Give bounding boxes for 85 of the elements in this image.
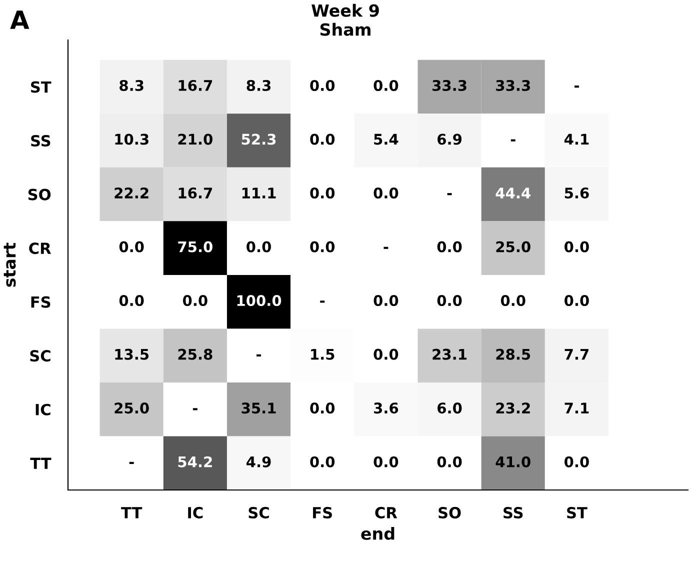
data-label: 52.3 <box>242 134 276 145</box>
data-label: 4.9 <box>246 456 271 468</box>
chart-subtitle: Sham <box>320 22 370 36</box>
data-label: 7.1 <box>564 402 589 414</box>
data-label: 33.3 <box>432 80 466 92</box>
data-label: 25.0 <box>496 241 530 252</box>
data-label: 0.0 <box>564 295 589 306</box>
data-label: 75.0 <box>178 241 212 252</box>
y-tick-label: SC <box>30 350 50 362</box>
data-label: 0.0 <box>310 241 335 252</box>
x-tick-label: IC <box>188 506 203 518</box>
data-label: 3.6 <box>374 402 398 414</box>
data-label: 0.0 <box>182 295 208 306</box>
y-tick-label: SO <box>28 188 51 200</box>
data-label: 0.0 <box>437 295 462 306</box>
x-tick-label: SS <box>504 506 523 518</box>
y-axis-title: start <box>4 242 16 287</box>
data-label: 8.3 <box>120 80 144 92</box>
data-label: 0.0 <box>374 188 398 199</box>
data-label: 0.0 <box>500 295 526 306</box>
text: - <box>192 408 198 410</box>
text: - <box>256 354 262 356</box>
x-tick-label: SO <box>438 506 461 518</box>
data-label: 13.5 <box>115 348 149 360</box>
data-label: 25.8 <box>178 348 212 360</box>
data-label: 23.2 <box>496 402 530 414</box>
chart-title: Week 9 <box>312 4 379 17</box>
y-tick-label: FS <box>31 296 50 308</box>
data-label: 0.0 <box>119 241 144 252</box>
text: - <box>320 300 325 303</box>
data-label: 21.0 <box>178 134 212 145</box>
data-label: 10.3 <box>115 134 148 145</box>
data-label: 0.0 <box>310 188 335 199</box>
text: - <box>574 86 579 88</box>
y-tick-label: CR <box>29 242 52 254</box>
data-label: 54.2 <box>178 456 212 468</box>
data-label: 0.0 <box>310 80 335 92</box>
data-label: 6.9 <box>438 134 462 145</box>
data-label: 1.5 <box>311 348 334 360</box>
x-tick-label: ST <box>567 506 588 518</box>
y-tick-label: IC <box>36 404 50 416</box>
data-label: 41.0 <box>496 456 530 468</box>
text: A <box>10 10 30 29</box>
data-label: 0.0 <box>374 456 398 468</box>
data-label: 28.5 <box>496 348 530 360</box>
x-tick-label: FS <box>313 506 332 518</box>
data-label: 25.0 <box>114 402 149 414</box>
y-tick-label: TT <box>30 458 52 469</box>
text: - <box>384 246 388 249</box>
y-tick-label: SS <box>31 135 50 147</box>
data-label: 35.1 <box>242 402 276 414</box>
data-label: 8.3 <box>246 80 271 92</box>
data-label: 0.0 <box>374 348 398 360</box>
data-label: 23.1 <box>432 348 467 360</box>
data-label: 33.3 <box>496 80 530 92</box>
x-axis-title: end <box>361 527 394 540</box>
x-tick-label: CR <box>375 506 398 518</box>
text: - <box>447 193 452 196</box>
y-tick-label: ST <box>31 81 52 93</box>
data-label: 0.0 <box>246 241 271 252</box>
data-label: 5.6 <box>564 188 589 199</box>
data-label: 0.0 <box>310 134 335 145</box>
data-label: 16.7 <box>178 188 212 199</box>
data-label: 4.1 <box>564 134 589 145</box>
data-label: 7.7 <box>564 348 588 360</box>
data-label: 6.0 <box>438 402 462 414</box>
x-tick-label: TT <box>121 507 142 518</box>
data-label: 100.0 <box>237 295 282 306</box>
data-label: 0.0 <box>564 241 589 252</box>
text: - <box>510 139 516 142</box>
x-tick-label: SC <box>248 506 269 518</box>
data-label: 0.0 <box>437 456 462 468</box>
data-label: 44.4 <box>496 188 530 198</box>
data-label: 0.0 <box>564 456 589 468</box>
data-label: 11.1 <box>242 188 276 198</box>
data-label: 0.0 <box>374 80 398 92</box>
data-label: 0.0 <box>437 241 462 252</box>
data-label: 5.4 <box>374 134 398 145</box>
text: - <box>129 462 134 464</box>
data-label: 0.0 <box>310 402 335 414</box>
data-label: 22.2 <box>114 188 148 198</box>
data-label: 0.0 <box>374 295 398 306</box>
data-label: 16.7 <box>178 80 212 92</box>
data-label: 0.0 <box>310 456 335 468</box>
data-label: 0.0 <box>119 295 144 306</box>
